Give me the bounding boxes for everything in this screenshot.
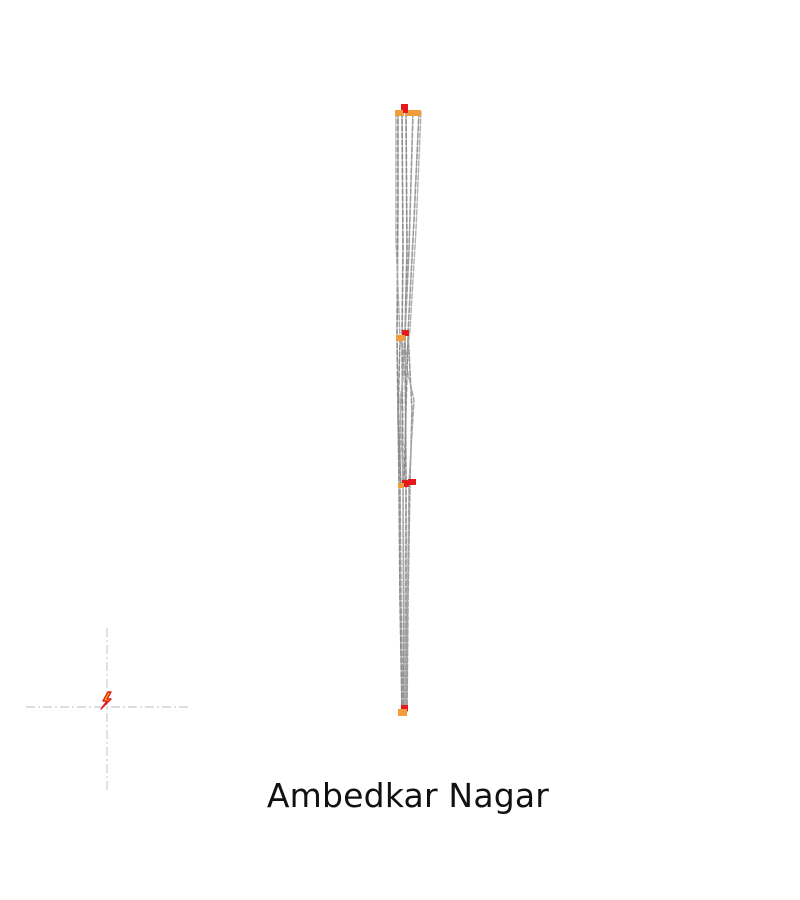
station-node[interactable]	[395, 110, 404, 116]
route-line	[399, 111, 422, 713]
station-nodes	[395, 104, 421, 716]
station-node[interactable]	[402, 330, 409, 336]
route-line	[397, 337, 402, 484]
route-line	[395, 111, 415, 713]
station-node[interactable]	[398, 483, 404, 488]
lightning-marker-icon[interactable]	[100, 691, 112, 710]
marker-shape	[100, 691, 112, 710]
station-node[interactable]	[403, 109, 408, 113]
route-network	[395, 111, 422, 713]
station-node[interactable]	[396, 335, 405, 341]
station-node[interactable]	[406, 110, 414, 116]
station-node[interactable]	[413, 110, 421, 116]
station-node[interactable]	[401, 104, 408, 111]
route-line	[403, 337, 409, 484]
station-node[interactable]	[401, 705, 408, 711]
station-node[interactable]	[408, 479, 416, 485]
place-name-label: Ambedkar Nagar	[266, 776, 550, 815]
station-node[interactable]	[398, 709, 407, 716]
crosshair-icon	[26, 628, 188, 790]
route-line	[399, 111, 414, 713]
station-node[interactable]	[402, 480, 409, 487]
